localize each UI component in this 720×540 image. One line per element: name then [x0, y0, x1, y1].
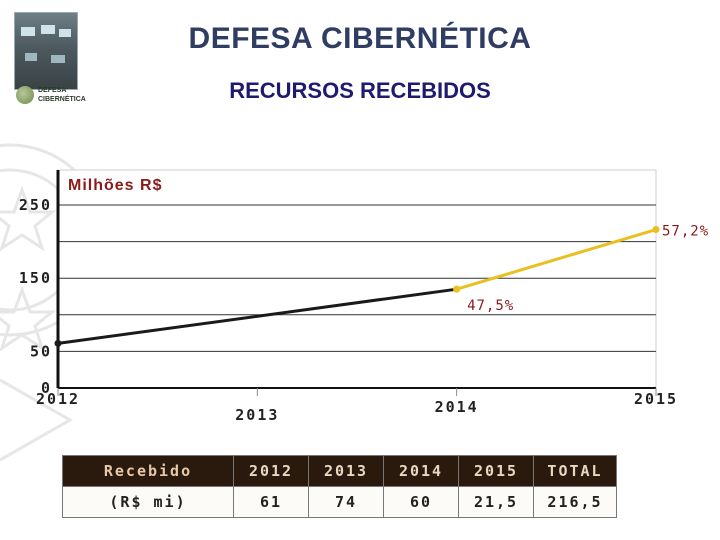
data-point: [453, 285, 461, 293]
table-header-row: Recebido 2012 2013 2014 2015 TOTAL: [62, 455, 617, 487]
x-tick-label: 2012: [36, 390, 80, 408]
y-tick-label: 0: [41, 379, 52, 397]
logo-text: DEFESA CIBERNÉTICA: [38, 87, 86, 103]
data-point: [54, 339, 62, 347]
page-title: DEFESA CIBERNÉTICA: [188, 22, 532, 55]
table-header-cell: 2015: [458, 455, 534, 487]
table-cell: 61: [233, 486, 309, 518]
defesa-cibernetica-logo: DEFESA CIBERNÉTICA: [14, 84, 104, 108]
page-subtitle: RECURSOS RECEBIDOS: [229, 78, 491, 103]
table-cell: 74: [308, 486, 384, 518]
table-cell: 216,5: [533, 486, 617, 518]
table-header-cell: 2013: [308, 455, 384, 487]
y-tick-label: 50: [30, 342, 52, 360]
series-line: [57, 287, 457, 345]
table-row: (R$ mi) 61 74 60 21,5 216,5: [62, 486, 617, 518]
unit-label: Milhões R$: [68, 177, 162, 194]
plot-area: [57, 169, 657, 389]
y-tick-label: 250: [19, 196, 52, 214]
table-cell: 21,5: [458, 486, 534, 518]
table-header-cell: 2012: [233, 455, 309, 487]
x-tick-label: 2014: [435, 398, 479, 416]
series-line: [456, 228, 657, 291]
y-tick-label: 150: [19, 269, 52, 287]
logo-mark-icon: [16, 86, 34, 104]
x-tick-label: 2015: [634, 390, 678, 408]
x-tick-label: 2013: [235, 406, 279, 424]
table-cell: 60: [383, 486, 459, 518]
data-table: Recebido 2012 2013 2014 2015 TOTAL (R$ m…: [62, 455, 617, 518]
table-header-cell: 2014: [383, 455, 459, 487]
point-label: 57,2%: [662, 224, 709, 240]
data-point: [652, 226, 660, 234]
line-chart: 0 50 150 250 2012 2013 2014 2015 Milhões R$ 47,5%…: [19, 169, 709, 424]
table-header-cell: Recebido: [62, 455, 234, 487]
point-label: 47,5%: [467, 298, 514, 314]
table-header-cell: TOTAL: [533, 455, 617, 487]
team-photo: [14, 12, 78, 90]
table-cell: (R$ mi): [62, 486, 234, 518]
